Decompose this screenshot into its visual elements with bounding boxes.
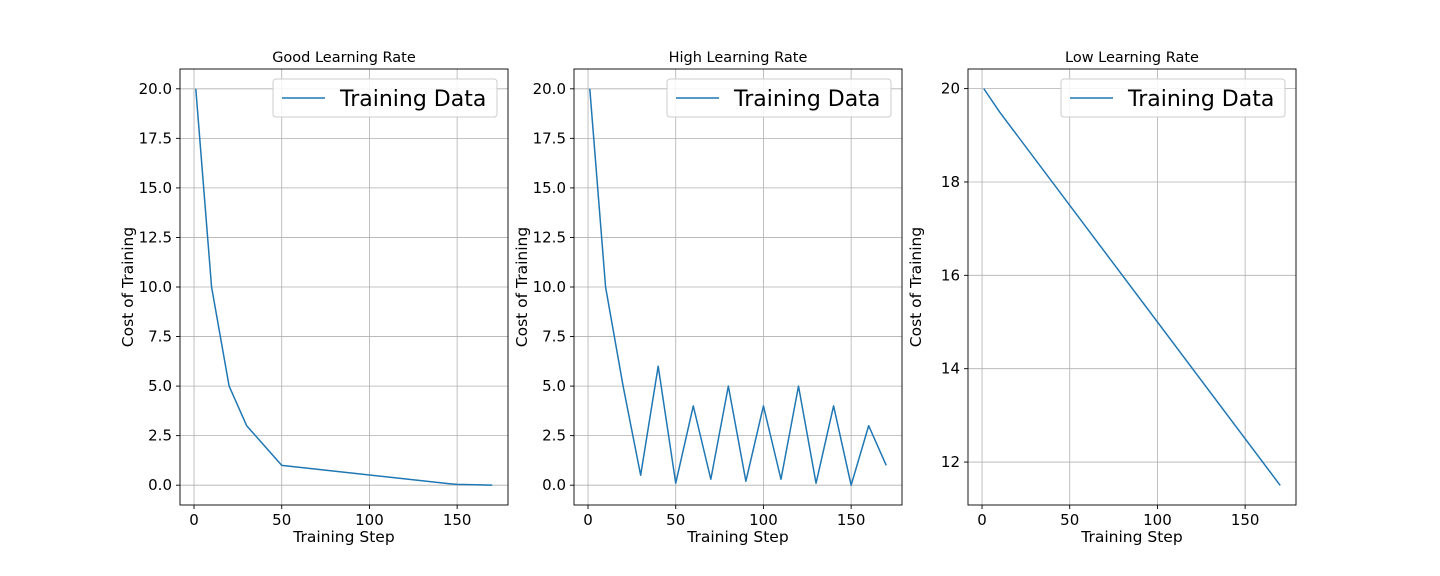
x-axis-label: Training Step (686, 528, 788, 546)
subplot-2: 0 50 100 150 0.0 2.5 5.0 7.5 10.0 12.5 15.0 17.5 20.… (513, 50, 903, 546)
x-tick-label: 100 (1143, 511, 1172, 529)
chart-title: Good Learning Rate (272, 50, 416, 66)
legend: Training Data (1060, 78, 1286, 118)
x-tick-label: 0 (583, 511, 593, 529)
legend-box (1060, 78, 1286, 118)
y-tick-label: 5.0 (542, 377, 566, 395)
y-tick-label: 5.0 (148, 377, 172, 395)
y-tick-label: 7.5 (148, 328, 172, 346)
legend: Training Data (272, 78, 498, 118)
x-tick-label: 0 (189, 511, 199, 529)
subplot-1: 0 50 100 150 0.0 2.5 5.0 7.5 10.0 12.5 15.0 17.5 20.… (119, 50, 509, 546)
legend-box (272, 78, 498, 118)
x-tick-label: 50 (666, 511, 685, 529)
y-tick-label: 12.5 (533, 228, 566, 246)
legend-box (666, 78, 892, 118)
y-axis-label: Cost of Training (119, 227, 137, 347)
y-tick-label: 2.5 (148, 427, 172, 445)
y-tick-label: 20 (941, 80, 960, 98)
legend-label: Training Data (339, 87, 486, 112)
y-tick-label: 15.0 (139, 179, 172, 197)
y-tick-label: 10.0 (139, 278, 172, 296)
x-tick-label: 100 (749, 511, 778, 529)
legend-label: Training Data (733, 87, 880, 112)
y-tick-label: 16 (941, 266, 960, 284)
chart-title: High Learning Rate (669, 50, 808, 66)
legend: Training Data (666, 78, 892, 118)
y-axis-label: Cost of Training (513, 227, 531, 347)
y-tick-label: 12.5 (139, 228, 172, 246)
y-tick-label: 17.5 (533, 129, 566, 147)
legend-label: Training Data (1127, 87, 1274, 112)
y-axis-label: Cost of Training (907, 227, 925, 347)
y-tick-label: 14 (941, 360, 960, 378)
chart-title: Low Learning Rate (1065, 50, 1199, 66)
y-tick-label: 15.0 (533, 179, 566, 197)
x-tick-label: 150 (1231, 511, 1260, 529)
x-tick-label: 150 (443, 511, 472, 529)
y-tick-label: 0.0 (148, 476, 172, 494)
x-tick-label: 150 (837, 511, 866, 529)
y-tick-label: 7.5 (542, 328, 566, 346)
x-tick-label: 0 (977, 511, 987, 529)
y-tick-label: 2.5 (542, 427, 566, 445)
subplot-3: 0 50 100 150 12 14 16 18 20 Low Learning Rate Trai… (907, 50, 1297, 546)
y-tick-label: 10.0 (533, 278, 566, 296)
y-tick-label: 0.0 (542, 476, 566, 494)
axes-frame (967, 68, 1297, 506)
series-line-training-data (983, 88, 1281, 486)
x-tick-label: 100 (355, 511, 384, 529)
x-tick-label: 50 (272, 511, 291, 529)
y-tick-label: 20.0 (139, 80, 172, 98)
x-tick-label: 50 (1060, 511, 1079, 529)
y-tick-label: 17.5 (139, 129, 172, 147)
x-axis-label: Training Step (292, 528, 394, 546)
series-line-training-data (589, 88, 887, 486)
y-tick-label: 12 (941, 453, 960, 471)
series-line-training-data (195, 88, 493, 486)
y-tick-label: 20.0 (533, 80, 566, 98)
x-axis-label: Training Step (1080, 528, 1182, 546)
y-tick-label: 18 (941, 173, 960, 191)
